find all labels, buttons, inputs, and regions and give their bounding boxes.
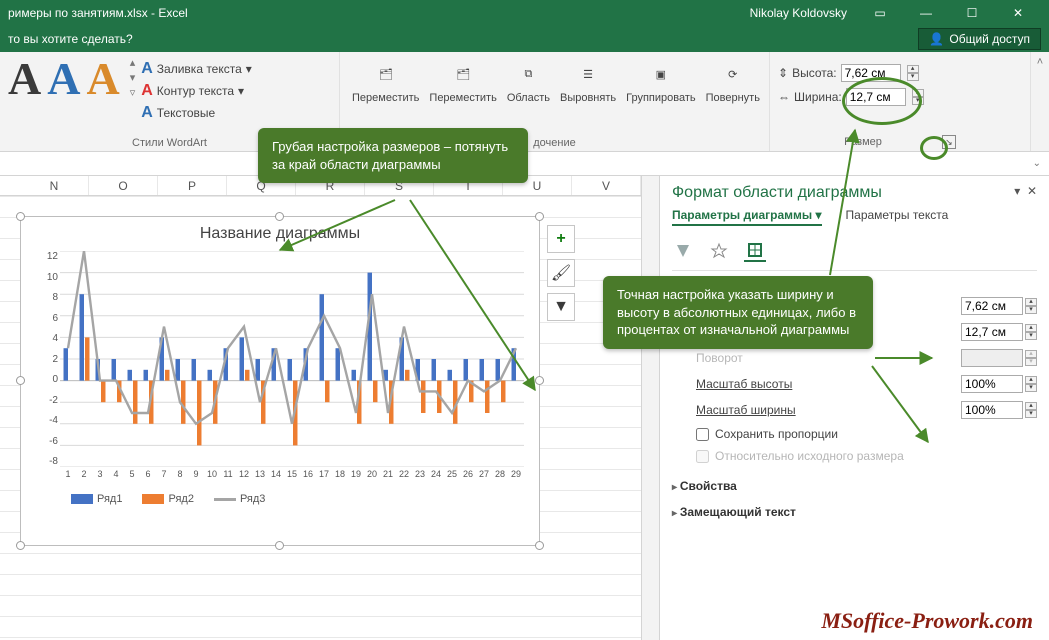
rotate-button[interactable]: ⟳Повернуть: [702, 56, 764, 106]
section-properties-header[interactable]: Свойства: [672, 479, 1037, 493]
width-input[interactable]: [846, 88, 906, 106]
chart-styles-button[interactable]: 🖌: [547, 259, 575, 287]
size-launcher-icon[interactable]: ↘: [942, 135, 956, 149]
resize-handle[interactable]: [16, 541, 25, 550]
align-button[interactable]: ☰Выровнять: [556, 56, 620, 106]
pane-menu-icon[interactable]: ▾: [1014, 184, 1020, 198]
chart-plus-button[interactable]: +: [547, 225, 575, 253]
ribbon-opts-icon[interactable]: ▭: [857, 0, 903, 26]
spin-up-icon[interactable]: ▴: [912, 89, 924, 97]
share-button[interactable]: 👤 Общий доступ: [918, 28, 1041, 50]
ribbon-collapse-icon[interactable]: ˄: [1031, 52, 1049, 151]
height-icon: ⇕: [778, 66, 788, 80]
effects-icon[interactable]: [708, 240, 730, 262]
col-header[interactable]: O: [89, 176, 158, 195]
send-back-button[interactable]: 🗂Переместить: [425, 56, 500, 106]
close-icon[interactable]: ✕: [995, 0, 1041, 26]
pane-icon-tabs: [672, 236, 1037, 271]
chart-side-buttons: + 🖌 ▼: [547, 225, 575, 321]
wordart-more-icon[interactable]: ▿: [130, 86, 136, 99]
pane-tabs: Параметры диаграммы ▾ Параметры текста: [672, 208, 1037, 226]
fill-line-icon[interactable]: [672, 240, 694, 262]
width-icon: ⇔: [778, 90, 790, 104]
chart-title[interactable]: Название диаграммы: [21, 217, 539, 247]
pane-height-input[interactable]: [961, 297, 1023, 315]
resize-handle[interactable]: [535, 376, 544, 385]
chart-svg: [60, 251, 524, 467]
pane-scale-h-input[interactable]: [961, 375, 1023, 393]
ribbon-tabs-row: то вы хотите сделать? 👤 Общий доступ: [0, 26, 1049, 52]
pane-controls: ▾ ✕: [1014, 184, 1037, 198]
resize-handle[interactable]: [275, 541, 284, 550]
bring-forward-button[interactable]: 🗂Переместить: [348, 56, 423, 106]
resize-handle[interactable]: [275, 212, 284, 221]
resize-handle[interactable]: [535, 212, 544, 221]
tab-text-options[interactable]: Параметры текста: [846, 208, 949, 226]
titlebar: римеры по занятиям.xlsx - Excel Nikolay …: [0, 0, 1049, 26]
pane-close-icon[interactable]: ✕: [1027, 184, 1037, 198]
group-button[interactable]: ▣Группировать: [622, 56, 700, 106]
resize-handle[interactable]: [16, 212, 25, 221]
chart-y-axis: 121086420-2-4-6-8: [30, 251, 58, 467]
pane-scale-w-input[interactable]: [961, 401, 1023, 419]
col-header[interactable]: P: [158, 176, 227, 195]
text-effects-button[interactable]: AТекстовые: [141, 104, 252, 122]
user-name: Nikolay Koldovsky: [750, 6, 847, 20]
wordart-style-a2[interactable]: A: [47, 56, 80, 102]
wordart-style-a3[interactable]: A: [86, 56, 119, 102]
watermark: MSoffice-Prowork.com: [821, 608, 1033, 634]
legend-item[interactable]: Ряд1: [71, 493, 122, 505]
chart-filter-button[interactable]: ▼: [547, 293, 575, 321]
legend-item[interactable]: Ряд2: [142, 493, 193, 505]
minimize-icon[interactable]: —: [903, 0, 949, 26]
spin-down-icon[interactable]: ▾: [907, 73, 919, 81]
width-row: ⇔ Ширина: ▴▾: [778, 88, 924, 106]
col-header[interactable]: N: [20, 176, 89, 195]
section-properties: Свойства: [672, 471, 1037, 497]
section-alt-text-header[interactable]: Замещающий текст: [672, 505, 1037, 519]
section-alt-text: Замещающий текст: [672, 497, 1037, 523]
chart-legend[interactable]: Ряд1 Ряд2 Ряд3: [21, 487, 539, 505]
relative-orig-checkbox: [696, 450, 709, 463]
pane-title: Формат области диаграммы: [672, 184, 1037, 202]
wordart-scroll-down-icon[interactable]: ▾: [130, 71, 136, 84]
worksheet[interactable]: NOPQRSTUV Название диаграммы 121086420-2…: [0, 176, 642, 640]
callout-coarse: Грубая настройка размеров – потянуть за …: [258, 128, 528, 183]
user-icon: 👤: [929, 32, 944, 46]
pane-width-input[interactable]: [961, 323, 1023, 341]
pane-rotate-input: [961, 349, 1023, 367]
vertical-scrollbar[interactable]: [642, 176, 660, 640]
text-fill-button[interactable]: AЗаливка текста ▾: [141, 60, 252, 78]
spin-down-icon[interactable]: ▾: [912, 97, 924, 105]
text-outline-button[interactable]: AКонтур текста ▾: [141, 82, 252, 100]
maximize-icon[interactable]: ☐: [949, 0, 995, 26]
format-pane: ▾ ✕ Формат области диаграммы Параметры д…: [660, 176, 1049, 640]
chart-object[interactable]: Название диаграммы 121086420-2-4-6-8 123…: [20, 216, 540, 546]
resize-handle[interactable]: [16, 376, 25, 385]
col-header[interactable]: V: [572, 176, 641, 195]
window-controls: ▭ — ☐ ✕: [857, 0, 1041, 26]
window-title: римеры по занятиям.xlsx - Excel: [8, 6, 188, 20]
callout-precise: Точная настройка указать ширину и высоту…: [603, 276, 873, 349]
legend-item[interactable]: Ряд3: [214, 493, 265, 505]
resize-handle[interactable]: [535, 541, 544, 550]
wordart-scroll-up-icon[interactable]: ▴: [130, 56, 136, 69]
height-input[interactable]: [841, 64, 901, 82]
fxbar-expand-icon[interactable]: ⌄: [1033, 158, 1041, 169]
selection-pane-button[interactable]: ⧉Область: [503, 56, 554, 106]
wordart-style-a1[interactable]: A: [8, 56, 41, 102]
size-props-icon[interactable]: [744, 240, 766, 262]
tell-me[interactable]: то вы хотите сделать?: [8, 32, 133, 46]
lock-aspect-checkbox[interactable]: [696, 428, 709, 441]
tab-chart-options[interactable]: Параметры диаграммы ▾: [672, 208, 822, 226]
ribbon-group-size: ⇕ Высота: ▴▾ ⇔ Ширина: ▴▾ Размер ↘: [770, 52, 1031, 151]
chart-plot-area[interactable]: 121086420-2-4-6-8 1234567891011121314151…: [30, 247, 530, 487]
spin-up-icon[interactable]: ▴: [907, 65, 919, 73]
chart-x-axis: 1234567891011121314151617181920212223242…: [60, 469, 524, 487]
height-row: ⇕ Высота: ▴▾: [778, 64, 919, 82]
